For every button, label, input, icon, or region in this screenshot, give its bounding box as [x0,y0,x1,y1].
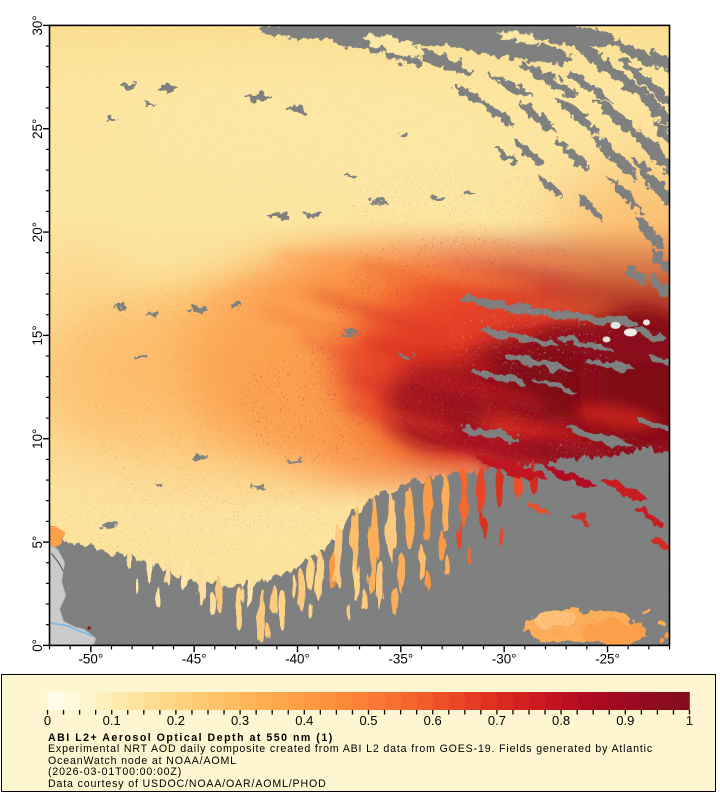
svg-text:0.2: 0.2 [167,713,185,728]
svg-text:-35°: -35° [388,652,413,667]
svg-text:0.7: 0.7 [488,713,506,728]
svg-text:0.3: 0.3 [231,713,249,728]
svg-text:-50°: -50° [78,652,103,667]
svg-text:0°: 0° [30,639,45,652]
svg-text:0.9: 0.9 [616,713,634,728]
svg-text:1: 1 [686,713,693,728]
svg-text:0.5: 0.5 [359,713,377,728]
svg-text:0.4: 0.4 [295,713,313,728]
svg-text:5°: 5° [30,536,45,549]
svg-text:0.6: 0.6 [424,713,442,728]
svg-text:-40°: -40° [285,652,310,667]
svg-text:0.8: 0.8 [552,713,570,728]
svg-text:-30°: -30° [492,652,517,667]
svg-text:0: 0 [44,713,51,728]
svg-text:0.1: 0.1 [103,713,121,728]
svg-text:30°: 30° [30,15,45,35]
svg-text:-45°: -45° [182,652,207,667]
svg-text:10°: 10° [30,429,45,449]
svg-text:15°: 15° [30,325,45,345]
svg-text:20°: 20° [30,222,45,242]
svg-text:25°: 25° [30,119,45,139]
svg-text:-25°: -25° [595,652,620,667]
